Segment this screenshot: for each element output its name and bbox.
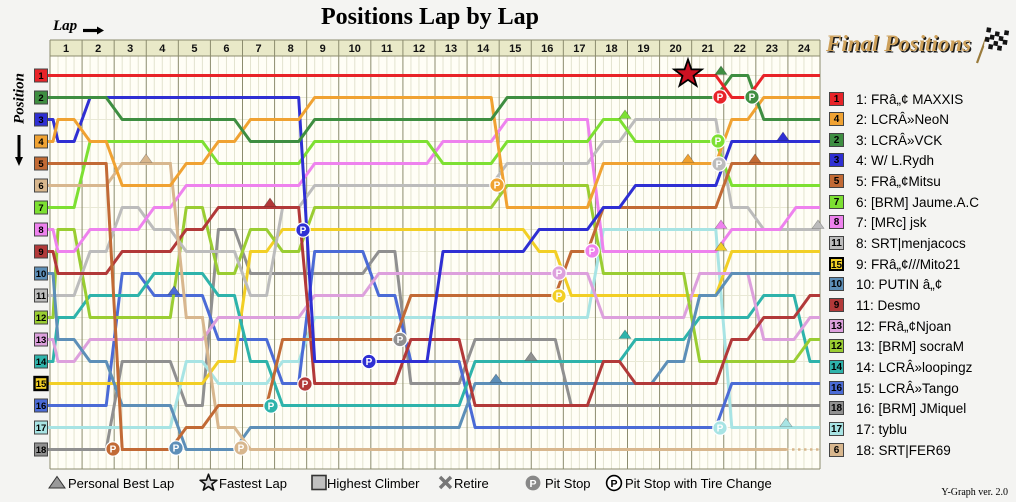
svg-text:12: 12 xyxy=(413,43,425,55)
svg-text:2: 2 xyxy=(95,43,101,55)
svg-text:P: P xyxy=(529,478,536,490)
svg-text:P: P xyxy=(610,478,617,490)
svg-text:11: 11 xyxy=(36,291,47,302)
svg-text:P: P xyxy=(749,93,756,104)
svg-text:14: 14 xyxy=(36,357,47,368)
svg-text:P: P xyxy=(717,424,724,435)
svg-text:P: P xyxy=(494,181,501,192)
svg-text:4: 4 xyxy=(38,137,44,148)
svg-text:6: 6 xyxy=(38,181,43,192)
svg-text:16: 16 xyxy=(541,43,553,55)
svg-text:P: P xyxy=(238,444,245,455)
svg-text:15: 15 xyxy=(36,379,47,390)
svg-text:P: P xyxy=(302,380,309,391)
svg-text:4: 4 xyxy=(159,43,166,55)
svg-text:P: P xyxy=(715,137,722,148)
svg-text:7: 7 xyxy=(255,43,261,55)
svg-text:8: 8 xyxy=(38,225,43,236)
svg-text:9: 9 xyxy=(320,43,326,55)
svg-text:10: 10 xyxy=(36,269,47,280)
svg-text:P: P xyxy=(300,226,307,237)
svg-text:6: 6 xyxy=(223,43,229,55)
svg-text:1: 1 xyxy=(63,43,69,55)
svg-text:10: 10 xyxy=(349,43,361,55)
svg-text:P: P xyxy=(717,93,724,104)
svg-text:19: 19 xyxy=(637,43,649,55)
svg-text:15: 15 xyxy=(509,43,521,55)
svg-text:17: 17 xyxy=(36,423,47,434)
svg-text:P: P xyxy=(110,445,117,456)
svg-text:11: 11 xyxy=(381,43,393,55)
svg-text:12: 12 xyxy=(36,313,47,324)
svg-text:P: P xyxy=(556,269,563,280)
svg-text:P: P xyxy=(716,160,723,171)
svg-text:23: 23 xyxy=(766,43,778,55)
svg-text:2: 2 xyxy=(38,93,43,104)
svg-text:22: 22 xyxy=(734,43,746,55)
svg-text:P: P xyxy=(589,247,596,258)
svg-text:P: P xyxy=(366,357,373,368)
svg-text:3: 3 xyxy=(38,115,43,126)
svg-text:P: P xyxy=(268,402,275,413)
svg-text:14: 14 xyxy=(477,43,490,55)
svg-text:9: 9 xyxy=(38,247,43,258)
svg-text:3: 3 xyxy=(127,43,133,55)
svg-text:7: 7 xyxy=(38,203,43,214)
svg-text:20: 20 xyxy=(670,43,682,55)
svg-text:5: 5 xyxy=(38,159,44,170)
svg-text:8: 8 xyxy=(288,43,294,55)
svg-text:5: 5 xyxy=(191,43,197,55)
svg-text:P: P xyxy=(173,444,180,455)
svg-text:1: 1 xyxy=(38,71,44,82)
svg-text:24: 24 xyxy=(798,43,811,55)
svg-text:18: 18 xyxy=(36,445,47,456)
svg-text:17: 17 xyxy=(573,43,585,55)
svg-text:P: P xyxy=(556,292,563,303)
svg-text:18: 18 xyxy=(605,43,617,55)
svg-text:21: 21 xyxy=(702,43,714,55)
svg-text:16: 16 xyxy=(36,401,47,412)
svg-text:13: 13 xyxy=(36,335,47,346)
svg-text:13: 13 xyxy=(445,43,457,55)
svg-text:P: P xyxy=(397,335,404,346)
